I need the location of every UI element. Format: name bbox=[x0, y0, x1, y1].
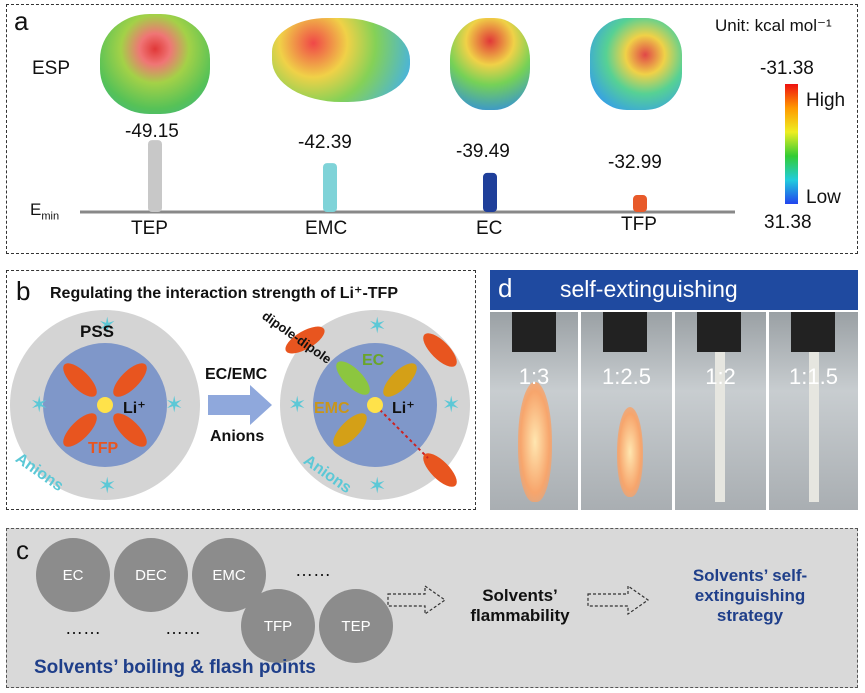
panel-b-letter: b bbox=[16, 276, 31, 306]
li-ion bbox=[97, 397, 113, 413]
emin-label: Emin bbox=[30, 200, 60, 223]
ellipsis: …… bbox=[295, 560, 331, 580]
emin-bar-emc bbox=[323, 163, 337, 212]
emc-molecule bbox=[383, 363, 417, 397]
value-label-tep: -49.15 bbox=[125, 121, 179, 142]
panel-a bbox=[6, 4, 858, 254]
emc-label: EMC bbox=[314, 400, 350, 417]
value-label-emc: -42.39 bbox=[298, 132, 352, 153]
burn-test-photo: 1:3 bbox=[490, 312, 578, 510]
ec-molecule bbox=[336, 361, 370, 395]
tfp-label: TFP bbox=[88, 440, 119, 457]
emin-bar-chart bbox=[80, 140, 735, 214]
value-label-ec: -39.49 bbox=[456, 141, 510, 162]
panel-a-letter: a bbox=[14, 6, 29, 36]
li-label-left: Li⁺ bbox=[123, 400, 146, 417]
ratio-label: 1:3 bbox=[518, 364, 550, 389]
burn-test-photo: 1:2 bbox=[675, 312, 766, 510]
pss-label: PSS bbox=[80, 322, 115, 341]
tfp-molecule bbox=[63, 363, 97, 397]
burn-test-photo: 1:2.5 bbox=[581, 312, 672, 510]
category-label-ec: EC bbox=[476, 218, 503, 239]
ec-label: EC bbox=[362, 352, 385, 369]
colorbar-gradient bbox=[785, 84, 798, 204]
flame bbox=[518, 382, 552, 502]
transition-arrow bbox=[208, 385, 272, 425]
anion-star: ✶ bbox=[165, 392, 183, 417]
tep-esp-surface bbox=[100, 14, 210, 114]
anion-star: ✶ bbox=[98, 473, 116, 498]
ratio-label: 1:2 bbox=[705, 364, 736, 389]
separator-strip bbox=[809, 352, 819, 502]
li-ion bbox=[367, 397, 383, 413]
solvent-circle-dec: DEC bbox=[114, 538, 188, 612]
solvent-circle-emc: EMC bbox=[192, 538, 266, 612]
category-label-tfp: TFP bbox=[621, 214, 657, 235]
anion-star: ✶ bbox=[442, 392, 460, 417]
tfp-molecule bbox=[423, 453, 457, 487]
arrow-bottom-label: Anions bbox=[210, 428, 265, 445]
emin-bar-tep bbox=[148, 140, 162, 212]
value-label-tfp: -32.99 bbox=[608, 152, 662, 173]
panel-c-letter: c bbox=[16, 535, 29, 565]
tfp-molecule bbox=[285, 326, 325, 354]
emin-bar-ec bbox=[483, 172, 497, 212]
li-label-right: Li⁺ bbox=[392, 400, 415, 417]
panel-d-header bbox=[490, 270, 858, 310]
solvation-diagram: ✶ ✶ ✶ ✶ ✶ ✶ ✶ ✶ bbox=[10, 310, 470, 500]
anion-star: ✶ bbox=[98, 313, 116, 338]
panel-b-title: Regulating the interaction strength of L… bbox=[50, 285, 398, 302]
flammability-label: Solvents’ flammability bbox=[470, 586, 570, 625]
dashed-arrow bbox=[587, 584, 650, 616]
ratio-label: 1:1.5 bbox=[789, 364, 838, 389]
category-label-tep: TEP bbox=[131, 218, 168, 239]
burn-test-photo: 1:1.5 bbox=[769, 312, 858, 510]
clip bbox=[512, 312, 556, 352]
separator-strip bbox=[715, 352, 725, 502]
tfp-molecule bbox=[113, 413, 147, 447]
flame bbox=[617, 407, 643, 497]
ratio-label: 1:2.5 bbox=[602, 364, 651, 389]
colorbar-bottom-value: 31.38 bbox=[764, 212, 812, 233]
tfp-molecule bbox=[63, 413, 97, 447]
panel-d-title: self-extinguishing bbox=[560, 276, 738, 302]
clip bbox=[603, 312, 647, 352]
esp-label: ESP bbox=[32, 58, 71, 79]
tfp-molecule bbox=[423, 333, 457, 367]
tfp-molecule bbox=[113, 363, 147, 397]
panel-d-letter: d bbox=[498, 273, 513, 303]
strategy-label: Solvents’ self-extinguishing strategy bbox=[692, 566, 808, 625]
weak-interaction-line bbox=[379, 409, 429, 459]
category-label-emc: EMC bbox=[305, 218, 348, 239]
colorbar-high: High bbox=[806, 90, 846, 111]
ellipsis: …… bbox=[65, 618, 101, 638]
emc-molecule bbox=[333, 413, 367, 447]
boiling-label: Solvents’ boiling & flash points bbox=[34, 657, 316, 678]
colorbar-top-value: -31.38 bbox=[760, 58, 814, 79]
ec-esp-surface bbox=[450, 18, 530, 110]
arrow-top-label: EC/EMC bbox=[205, 366, 268, 383]
emc-esp-surface bbox=[272, 18, 410, 102]
anion-star: ✶ bbox=[368, 473, 386, 498]
clip bbox=[791, 312, 835, 352]
unit-label: Unit: kcal mol⁻¹ bbox=[715, 16, 832, 35]
clip bbox=[697, 312, 741, 352]
dashed-arrow bbox=[387, 584, 447, 616]
anion-star: ✶ bbox=[288, 392, 306, 417]
ellipsis: …… bbox=[165, 618, 201, 638]
colorbar-low: Low bbox=[806, 187, 841, 208]
emin-bar-tfp bbox=[633, 195, 647, 212]
solvent-circle-tfp: TFP bbox=[241, 589, 315, 663]
panel-b bbox=[6, 270, 476, 510]
anion-star: ✶ bbox=[368, 313, 386, 338]
anion-star: ✶ bbox=[30, 392, 48, 417]
solvent-circle-ec: EC bbox=[36, 538, 110, 612]
tfp-esp-surface bbox=[590, 18, 682, 110]
solvent-circle-tep: TEP bbox=[319, 589, 393, 663]
